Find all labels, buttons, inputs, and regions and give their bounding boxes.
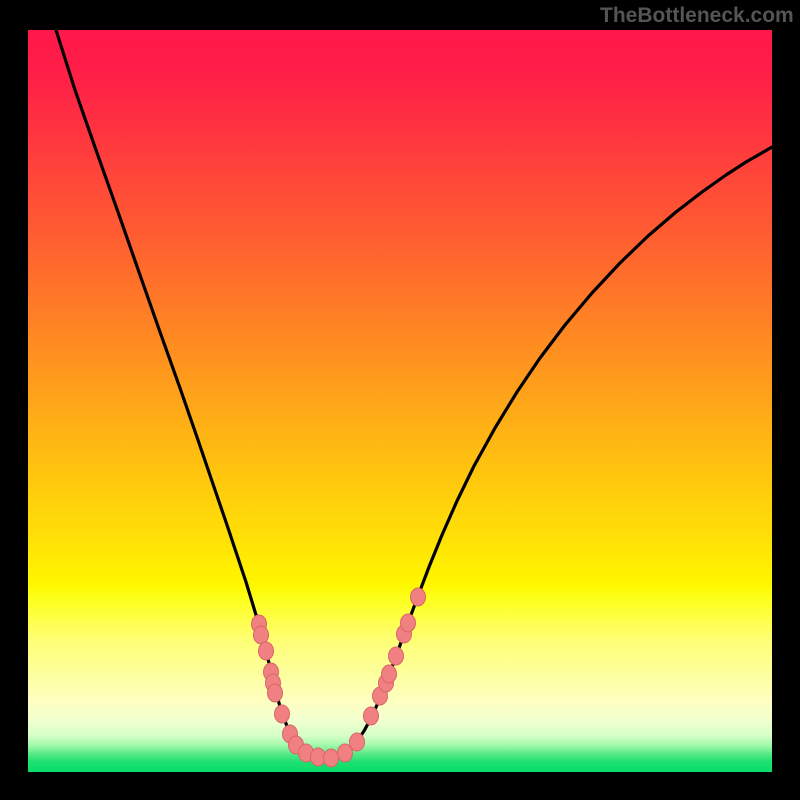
data-marker	[275, 705, 290, 723]
data-marker	[254, 626, 269, 644]
data-marker	[411, 588, 426, 606]
watermark-text: TheBottleneck.com	[600, 4, 794, 28]
data-marker	[268, 684, 283, 702]
data-marker	[401, 614, 416, 632]
data-marker	[324, 749, 339, 767]
plot-area	[28, 30, 772, 772]
data-marker	[259, 642, 274, 660]
bottleneck-chart	[0, 0, 800, 800]
data-marker	[389, 647, 404, 665]
data-marker	[382, 665, 397, 683]
data-marker	[364, 707, 379, 725]
data-marker	[350, 733, 365, 751]
